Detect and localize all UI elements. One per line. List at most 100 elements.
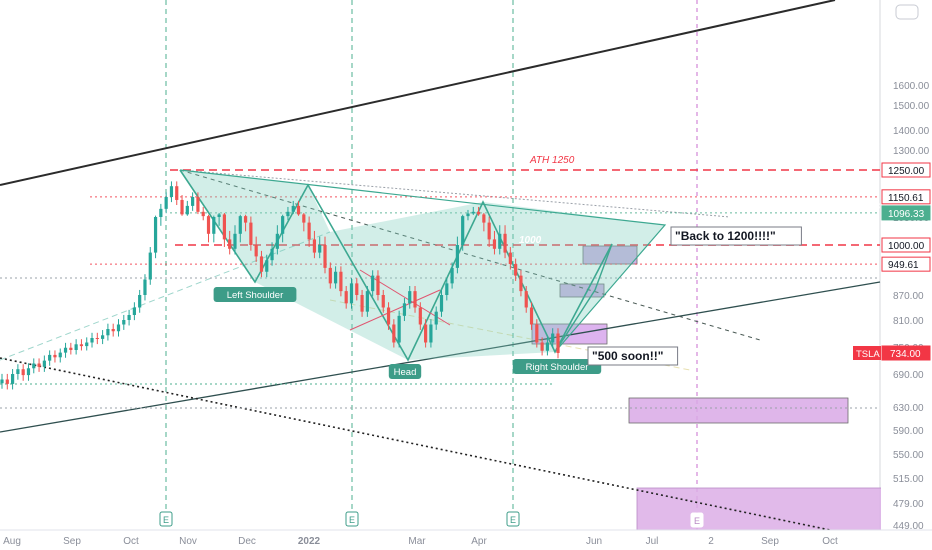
candle-body bbox=[429, 324, 433, 343]
candle-body bbox=[196, 197, 200, 212]
time-tick: 2 bbox=[708, 536, 714, 547]
ui-controls bbox=[895, 4, 919, 20]
candle-body bbox=[519, 275, 523, 292]
candle-body bbox=[0, 379, 4, 384]
price-marker-label: 1250.00 bbox=[888, 166, 925, 177]
candle-body bbox=[238, 216, 242, 234]
candle-body bbox=[482, 214, 486, 223]
earnings-badge bbox=[159, 511, 173, 527]
candle-body bbox=[365, 291, 369, 312]
last-price-label: 734.00 bbox=[890, 349, 921, 360]
target-zone bbox=[628, 397, 849, 424]
price-tick: 479.00 bbox=[893, 499, 924, 510]
candle-body bbox=[402, 303, 407, 316]
left-shoulder-label: Left Shoulder bbox=[227, 290, 284, 301]
candle-body bbox=[212, 217, 216, 234]
candle-body bbox=[508, 252, 512, 264]
callout-500-soon-box bbox=[587, 346, 679, 366]
candle-body bbox=[360, 295, 364, 312]
candle-body bbox=[424, 324, 428, 343]
candle-body bbox=[48, 354, 52, 361]
candle-body bbox=[101, 335, 105, 339]
candle-body bbox=[461, 216, 465, 245]
candle-body bbox=[413, 291, 417, 308]
toggle-button bbox=[895, 4, 919, 20]
candle-body bbox=[339, 271, 343, 292]
head-and-shoulders-pattern bbox=[179, 169, 667, 362]
light-trend bbox=[0, 231, 331, 361]
pattern-fill bbox=[180, 170, 665, 360]
candle-body bbox=[175, 186, 179, 200]
lower-dotted-trend bbox=[0, 357, 831, 531]
candle-body bbox=[116, 324, 121, 332]
candle-body bbox=[386, 307, 391, 325]
candle-body bbox=[259, 256, 264, 272]
candle-body bbox=[148, 252, 152, 280]
projection-line bbox=[554, 243, 613, 353]
candle-body bbox=[21, 369, 25, 376]
candle-body bbox=[5, 379, 9, 384]
time-tick: Oct bbox=[822, 536, 838, 547]
last-price-bg bbox=[882, 346, 930, 360]
candle-body bbox=[95, 338, 99, 339]
candle-body bbox=[111, 329, 115, 332]
candle-body bbox=[376, 275, 380, 295]
candle-body bbox=[143, 279, 147, 295]
candle-body bbox=[159, 208, 163, 217]
symbol-label: TSLA bbox=[856, 349, 880, 360]
time-tick: Sep bbox=[63, 536, 81, 547]
candle-body bbox=[169, 186, 174, 197]
candle-body bbox=[16, 369, 20, 374]
candle-body bbox=[418, 307, 422, 325]
candle-body bbox=[535, 324, 539, 343]
candle-body bbox=[122, 320, 126, 325]
time-tick: Jul bbox=[646, 536, 659, 547]
candle-body bbox=[381, 295, 385, 308]
target-zone bbox=[636, 487, 884, 531]
earnings-badge bbox=[345, 511, 359, 527]
candle-body bbox=[69, 347, 73, 350]
candle-body bbox=[397, 315, 401, 343]
candle-body bbox=[281, 216, 285, 234]
earnings-letter: E bbox=[349, 515, 355, 525]
upper-trendline bbox=[0, 0, 836, 186]
candle-body bbox=[201, 211, 205, 217]
candle-body bbox=[138, 295, 142, 308]
candle-body bbox=[307, 222, 311, 240]
price-tick: 1500.00 bbox=[893, 101, 930, 112]
callout-500-soon: "500 soon!!" bbox=[592, 349, 663, 363]
candle-body bbox=[371, 275, 375, 292]
price-tick: 590.00 bbox=[893, 426, 924, 437]
symbol-bg bbox=[853, 346, 881, 360]
candle-body bbox=[233, 233, 237, 249]
candle-body bbox=[471, 211, 475, 214]
candle-body bbox=[58, 352, 62, 358]
candle-body bbox=[476, 211, 481, 215]
level-1000-label: 1000 bbox=[519, 235, 542, 246]
price-tick: 810.00 bbox=[893, 316, 924, 327]
candle-body bbox=[296, 205, 301, 215]
head-label-bg bbox=[388, 364, 422, 379]
price-tick: 690.00 bbox=[893, 370, 924, 381]
red-channel bbox=[349, 289, 441, 331]
candle-body bbox=[53, 354, 57, 358]
candle-body bbox=[153, 217, 158, 253]
candle-body bbox=[26, 368, 31, 376]
price-tick: 1400.00 bbox=[893, 126, 930, 137]
time-axis: Aug Sep Oct Nov Dec 2022 Mar Apr Jun Jul 2 Sep Oct bbox=[0, 529, 932, 550]
price-marker-bg bbox=[881, 237, 931, 253]
candle-body bbox=[498, 233, 502, 249]
level-1096-label: 1096 bbox=[858, 202, 881, 213]
candle-body bbox=[344, 291, 348, 304]
candle-body bbox=[487, 222, 491, 240]
candle-body bbox=[503, 233, 507, 253]
price-tick: 550.00 bbox=[893, 450, 924, 461]
time-tick: Sep bbox=[761, 536, 779, 547]
right-shoulder-label: Right Shoulder bbox=[526, 362, 589, 373]
candle-body bbox=[492, 239, 497, 249]
neckline-support bbox=[0, 281, 881, 433]
candle-body bbox=[445, 283, 449, 295]
candle-body bbox=[318, 245, 322, 253]
price-axis-bg bbox=[881, 0, 932, 550]
